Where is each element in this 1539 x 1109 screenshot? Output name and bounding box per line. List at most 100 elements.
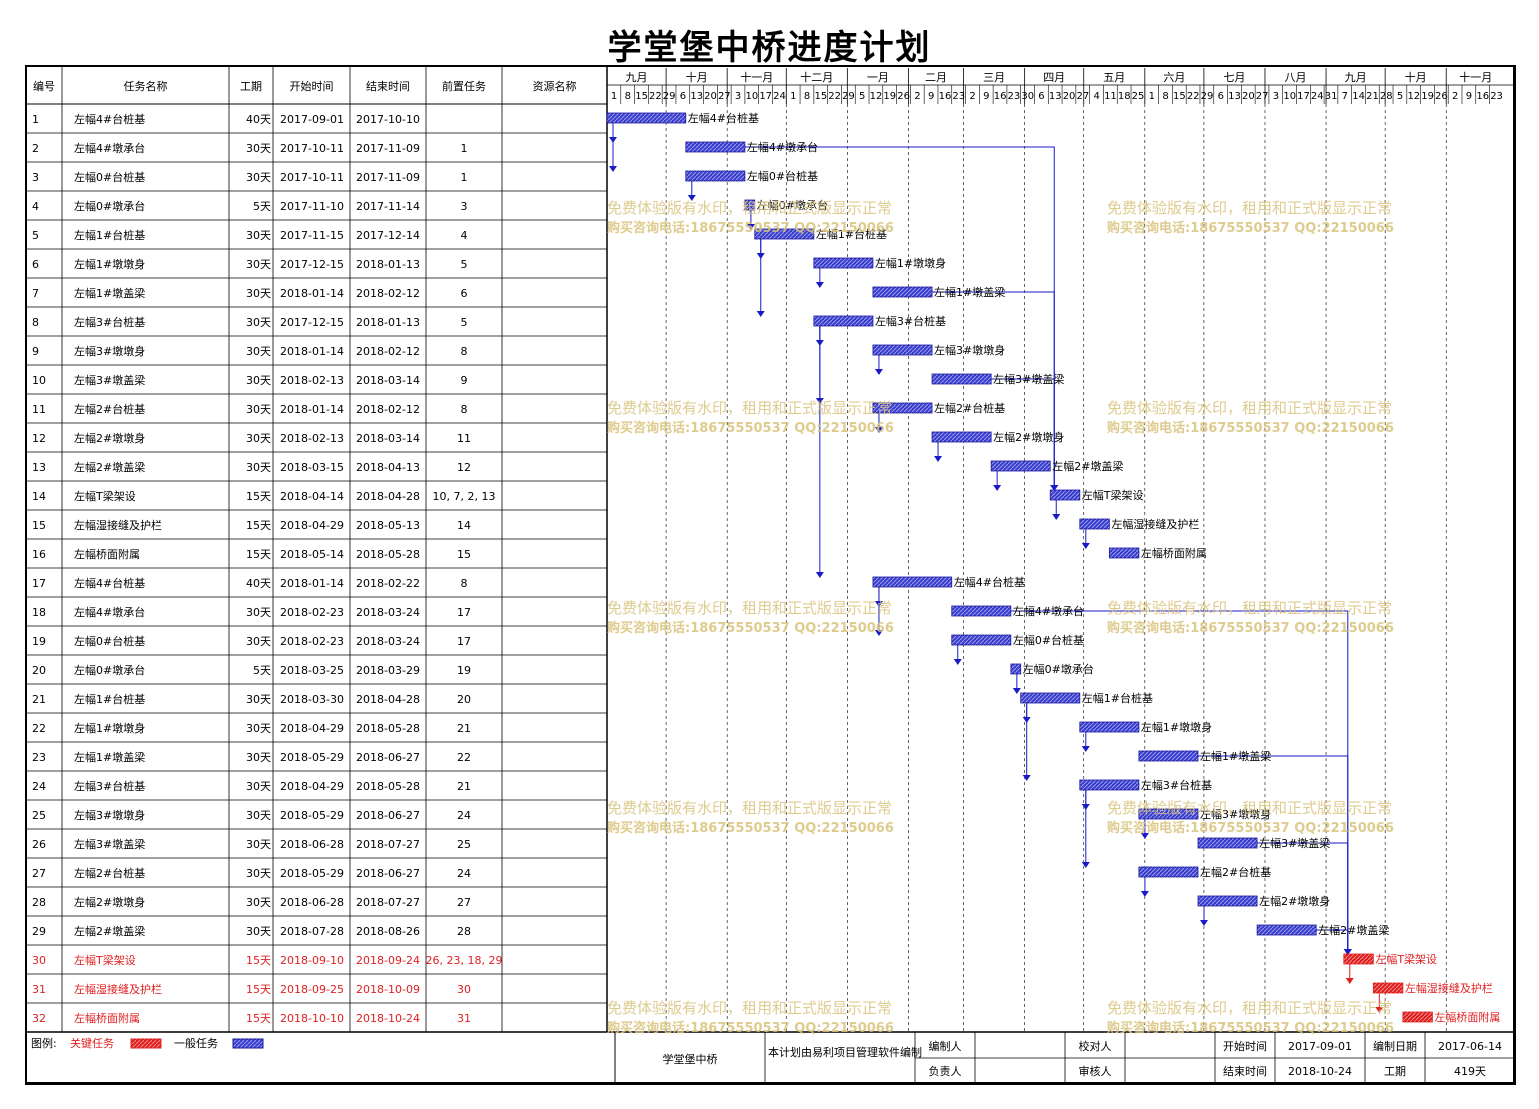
- gantt-bar[interactable]: [813, 315, 874, 327]
- day-tick-label: 24: [1311, 91, 1324, 102]
- table-row: 11 左幅2#台桩基 30天 2018-01-14 2018-02-12 8: [32, 402, 468, 416]
- row-start: 2018-07-28: [280, 925, 344, 938]
- gantt-bar[interactable]: [606, 112, 687, 124]
- gantt-bar[interactable]: [872, 402, 933, 414]
- day-tick-label: 21: [1366, 91, 1379, 102]
- day-tick-label: 5: [1397, 91, 1403, 102]
- gantt-bar[interactable]: [1079, 779, 1140, 791]
- row-start: 2018-01-14: [280, 287, 344, 300]
- footer-checker-label: 校对人: [1079, 1039, 1112, 1053]
- row-task-name: 左幅4#墩承台: [74, 141, 145, 155]
- link-arrowhead: [1081, 746, 1090, 752]
- gantt-bar[interactable]: [931, 373, 992, 385]
- row-end: 2018-07-27: [356, 838, 420, 851]
- row-end: 2018-06-27: [356, 867, 420, 880]
- link-arrowhead: [1200, 920, 1208, 926]
- watermark-line: 免费体验版有水印，租用和正式版显示正常: [607, 199, 892, 217]
- row-id: 27: [32, 867, 46, 880]
- row-predecessor: 1: [461, 171, 468, 184]
- table-row: 1 左幅4#台桩基 40天 2017-09-01 2017-10-10: [32, 112, 420, 126]
- watermark-line: 购买咨询电话:18675550537 QQ:22150066: [1107, 420, 1394, 436]
- row-predecessor: 28: [457, 925, 471, 938]
- footer-end: 2018-10-24: [1288, 1065, 1352, 1078]
- gantt-bar[interactable]: [1256, 924, 1317, 936]
- month-label: 九月: [626, 71, 648, 84]
- row-start: 2018-06-28: [280, 896, 344, 909]
- row-task-name: 左幅2#台桩基: [74, 402, 145, 416]
- gantt-bar[interactable]: [990, 460, 1051, 472]
- row-id: 2: [32, 142, 39, 155]
- link-arrowhead: [1052, 514, 1061, 520]
- day-tick-label: 20: [704, 91, 717, 102]
- gantt-bar[interactable]: [951, 634, 1012, 646]
- gantt-bar[interactable]: [872, 286, 933, 298]
- watermark-line: 购买咨询电话:18675550537 QQ:22150066: [607, 1020, 894, 1036]
- table-row: 29 左幅2#墩盖梁 30天 2018-07-28 2018-08-26 28: [32, 924, 471, 938]
- day-tick-label: 12: [870, 91, 883, 102]
- row-predecessor: 27: [457, 896, 471, 909]
- gantt-bar[interactable]: [1402, 1011, 1433, 1023]
- row-predecessor: 24: [457, 809, 471, 822]
- gantt-bar[interactable]: [1049, 489, 1081, 501]
- row-duration: 30天: [246, 635, 271, 648]
- link-arrowhead: [1022, 775, 1031, 781]
- day-tick-label: 12: [1407, 91, 1420, 102]
- table-row: 22 左幅1#墩墩身 30天 2018-04-29 2018-05-28 21: [32, 721, 471, 735]
- day-tick-label: 23: [1008, 91, 1021, 102]
- row-duration: 15天: [246, 954, 271, 967]
- link-arrowhead: [1012, 688, 1021, 694]
- gantt-bar[interactable]: [1372, 982, 1404, 994]
- row-predecessor: 22: [457, 751, 471, 764]
- row-task-name: 左幅0#墩承台: [74, 663, 145, 677]
- table-row: 14 左幅T梁架设 15天 2018-04-14 2018-04-28 10, 7, 2,…: [32, 489, 495, 503]
- day-tick-label: 3: [735, 91, 741, 102]
- bar-label: 左幅湿接缝及护栏: [1111, 517, 1199, 531]
- gantt-bar[interactable]: [1343, 953, 1374, 965]
- gantt-bar[interactable]: [744, 199, 756, 211]
- header-4: 结束时间: [366, 80, 410, 93]
- gantt-bar[interactable]: [872, 344, 933, 356]
- gantt-bar[interactable]: [1020, 692, 1081, 704]
- row-predecessor: 1: [461, 142, 468, 155]
- gantt-bar[interactable]: [1079, 721, 1140, 733]
- bar-label: 左幅3#台桩基: [1141, 778, 1212, 792]
- row-task-name: 左幅2#台桩基: [74, 866, 145, 880]
- gantt-bar[interactable]: [1108, 547, 1140, 559]
- bar-label: 左幅4#台桩基: [954, 575, 1025, 589]
- month-label: 七月: [1223, 71, 1245, 84]
- gantt-bar[interactable]: [1010, 663, 1022, 675]
- row-start: 2018-06-28: [280, 838, 344, 851]
- link-arrowhead: [953, 659, 962, 665]
- row-task-name: 左幅2#墩盖梁: [74, 924, 145, 938]
- row-id: 20: [32, 664, 46, 677]
- gantt-bar[interactable]: [1197, 895, 1258, 907]
- gantt-bar[interactable]: [1197, 837, 1258, 849]
- day-tick-label: 30: [1021, 91, 1034, 102]
- gantt-bar[interactable]: [931, 431, 992, 443]
- gantt-bar[interactable]: [1138, 750, 1199, 762]
- row-id: 28: [32, 896, 46, 909]
- day-tick-label: 13: [690, 91, 703, 102]
- bar-label: 左幅3#墩盖梁: [993, 372, 1064, 386]
- footer-reviewer-label: 审核人: [1079, 1064, 1112, 1078]
- row-predecessor: 15: [457, 548, 471, 561]
- gantt-bar[interactable]: [1079, 518, 1110, 530]
- watermark-line: 购买咨询电话:18675550537 QQ:22150066: [607, 420, 894, 436]
- gantt-bar[interactable]: [813, 257, 874, 269]
- gantt-bar[interactable]: [685, 170, 746, 182]
- row-start: 2017-12-15: [280, 258, 344, 271]
- link-arrowhead: [1050, 485, 1059, 491]
- gantt-bar[interactable]: [1138, 808, 1199, 820]
- gantt-bar[interactable]: [685, 141, 746, 153]
- row-predecessor: 14: [457, 519, 471, 532]
- gantt-bar[interactable]: [1138, 866, 1199, 878]
- month-label: 八月: [1285, 71, 1307, 84]
- day-tick-label: 15: [1173, 91, 1186, 102]
- gantt-bar[interactable]: [872, 576, 953, 588]
- day-tick-label: 16: [994, 91, 1007, 102]
- header-3: 开始时间: [290, 79, 334, 93]
- footer-owner-label: 负责人: [929, 1064, 962, 1078]
- gantt-bar[interactable]: [951, 605, 1012, 617]
- gantt-bar[interactable]: [754, 228, 815, 240]
